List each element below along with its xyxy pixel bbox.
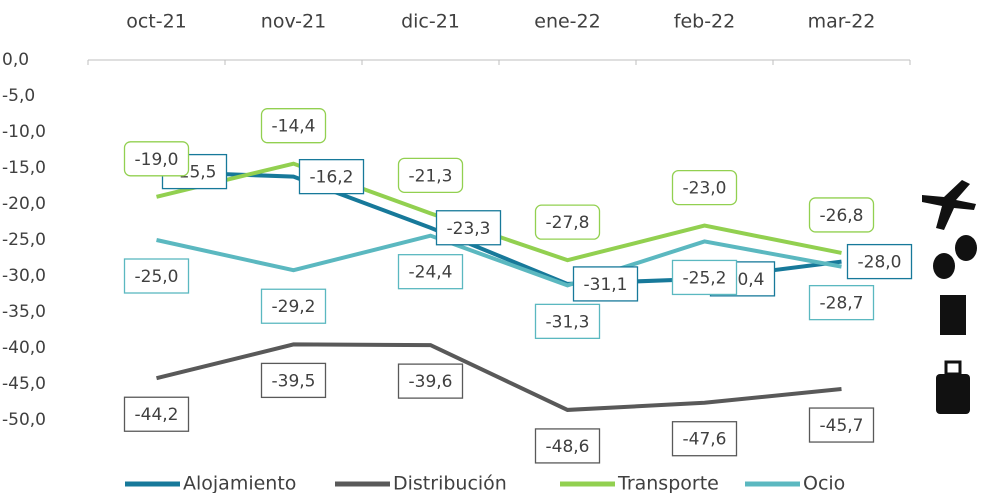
data-label-box: [435, 210, 502, 246]
data-label-box: [808, 197, 875, 233]
y-tick-label: 0,0: [2, 50, 29, 70]
data-label-box: [534, 428, 601, 464]
suitcase-handle: [944, 360, 962, 376]
data-label: -24,4: [409, 263, 453, 283]
data-label: -19,0: [135, 150, 179, 170]
y-tick-label: -50,0: [2, 410, 46, 430]
y-tick-label: -20,0: [2, 194, 46, 214]
data-label-box: [671, 169, 738, 206]
data-label: -14,4: [272, 117, 316, 137]
x-tick-label: nov-21: [261, 11, 326, 33]
data-label-box: [534, 303, 601, 340]
x-tick-label: mar-22: [808, 11, 876, 33]
y-tick-label: -35,0: [2, 302, 46, 322]
data-label-box: [572, 266, 639, 302]
legend-label: Alojamiento: [183, 473, 296, 493]
data-label: -47,6: [683, 430, 727, 450]
data-label-box: [397, 157, 464, 194]
legend-label: Distribución: [393, 473, 507, 493]
data-label: -45,7: [820, 416, 864, 436]
data-label-box: [397, 363, 464, 399]
data-label: -25,2: [683, 268, 727, 288]
building-icon: [940, 295, 966, 335]
data-label-box: [260, 288, 327, 324]
data-label-box: [123, 396, 190, 432]
data-label: -23,3: [447, 219, 491, 239]
y-tick-label: -10,0: [2, 122, 46, 142]
legend-label: Transporte: [617, 473, 719, 493]
series-line: [156, 233, 842, 288]
data-label-box: [846, 243, 913, 280]
data-label: -31,1: [584, 275, 628, 295]
data-label: -44,2: [135, 405, 179, 425]
mask-icon: [955, 235, 977, 261]
data-label: -23,0: [683, 179, 727, 199]
data-label: -28,0: [858, 253, 902, 273]
data-label-box: [260, 108, 327, 144]
x-tick-label: oct-21: [126, 11, 187, 33]
data-label-box: [808, 407, 875, 443]
data-label: -39,5: [272, 371, 316, 391]
data-label: -28,7: [820, 294, 864, 314]
data-label-box: [260, 362, 327, 399]
data-label-box: [671, 259, 738, 296]
y-tick-label: -40,0: [2, 338, 46, 358]
data-label-box: [671, 421, 738, 457]
data-label-box: [298, 158, 365, 195]
data-label: -26,8: [820, 206, 864, 226]
mask-icon: [933, 253, 955, 279]
y-tick-label: -30,0: [2, 266, 46, 286]
data-label: -48,6: [546, 437, 590, 457]
y-tick-label: -5,0: [2, 86, 35, 106]
x-tick-label: dic-21: [401, 11, 460, 33]
data-label-box: [808, 284, 875, 321]
legend-label: Ocio: [803, 473, 845, 493]
data-label: -27,8: [546, 213, 590, 233]
data-label: -21,3: [409, 166, 453, 186]
data-label-box: [123, 258, 190, 294]
data-label: -31,3: [546, 312, 590, 332]
data-label-box: [397, 254, 464, 290]
series-line: [156, 342, 842, 412]
data-label-box: [123, 141, 190, 177]
y-tick-label: -45,0: [2, 374, 46, 394]
data-label: -39,6: [409, 372, 453, 392]
x-tick-label: ene-22: [534, 11, 600, 33]
icons: [922, 180, 977, 414]
plane-icon: [922, 180, 976, 230]
data-label: -29,2: [272, 297, 316, 317]
data-label: -25,0: [135, 267, 179, 287]
suitcase-icon: [936, 374, 970, 414]
y-tick-label: -25,0: [2, 230, 46, 250]
x-tick-label: feb-22: [674, 11, 735, 33]
data-label-box: [534, 204, 601, 240]
data-label: -16,2: [310, 168, 354, 188]
y-tick-label: -15,0: [2, 158, 46, 178]
